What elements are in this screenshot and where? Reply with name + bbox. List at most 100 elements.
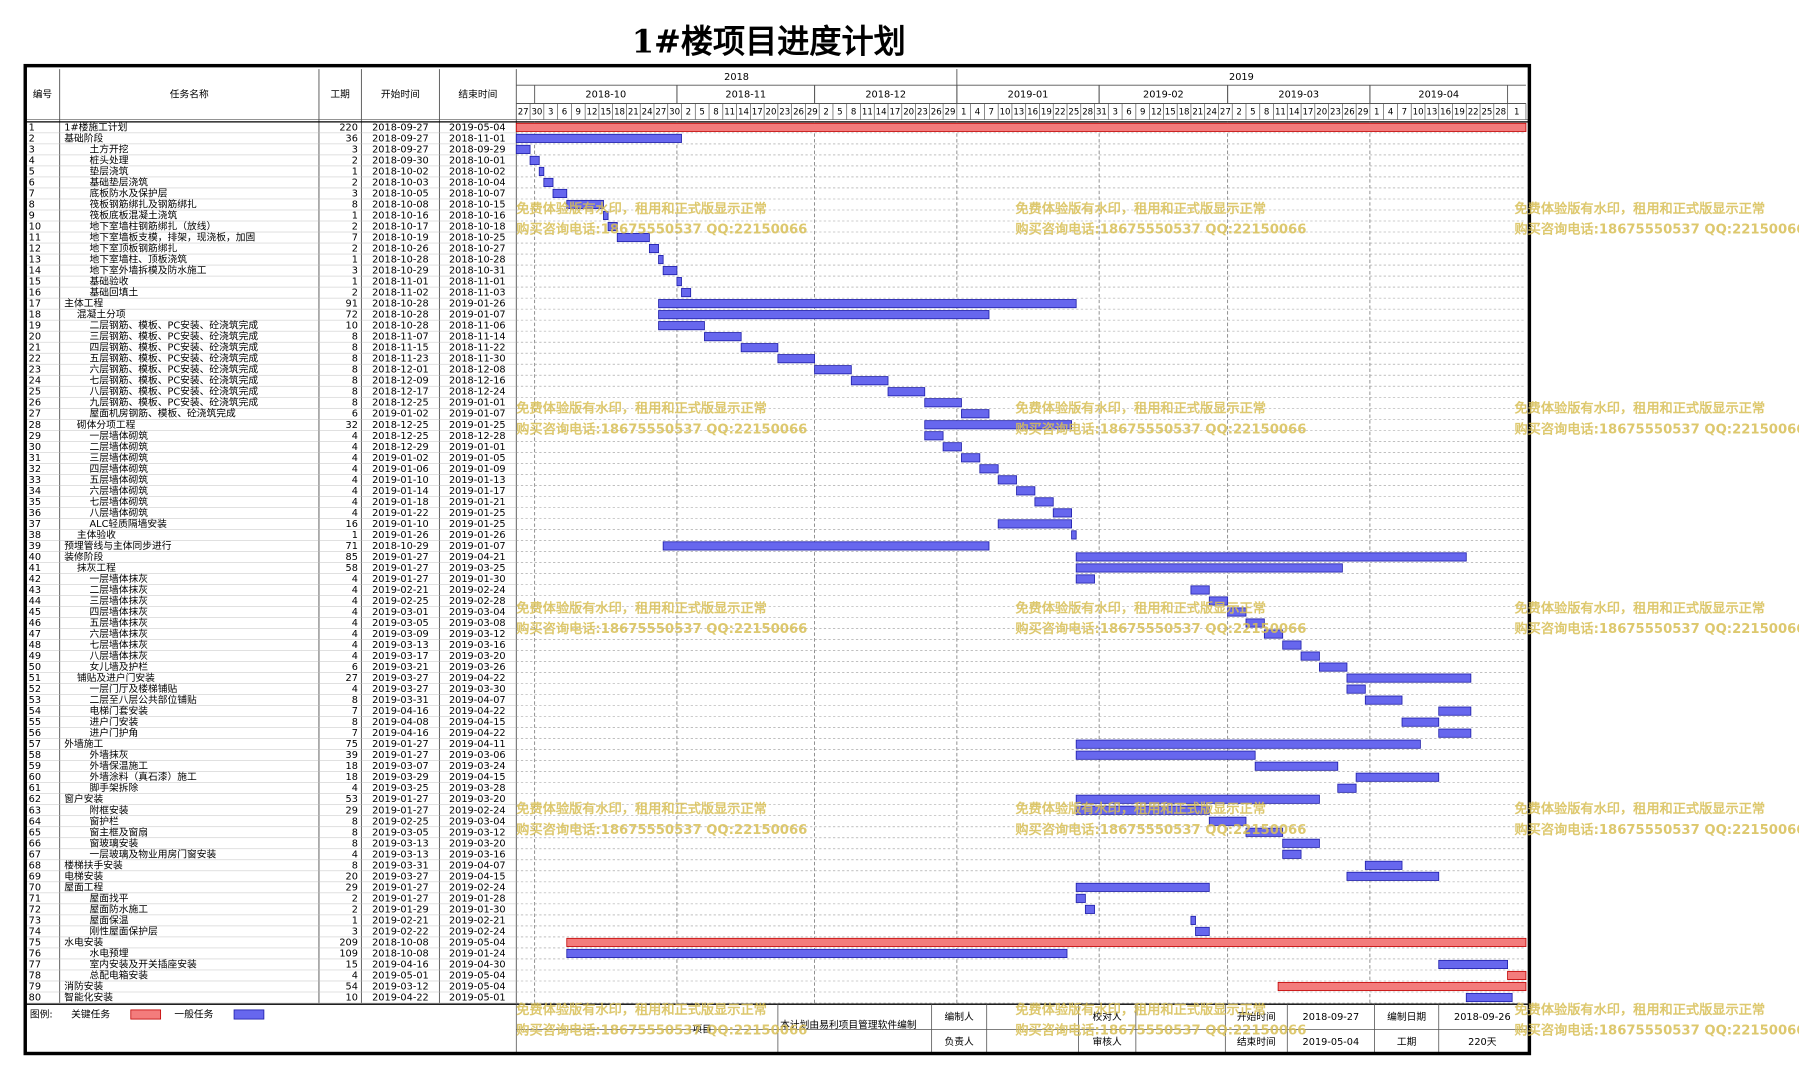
task-bar — [1282, 838, 1320, 848]
task-bar — [1034, 497, 1054, 507]
task-start: 2019-03-09 — [372, 629, 429, 640]
day-label: 19 — [1454, 108, 1465, 118]
task-end: 2019-01-07 — [449, 541, 506, 552]
task-end: 2019-03-25 — [449, 563, 506, 574]
task-id: 65 — [29, 827, 41, 838]
task-bar — [1438, 728, 1472, 738]
task-bar — [603, 210, 609, 221]
task-start: 2019-04-16 — [372, 706, 429, 717]
task-bar — [658, 310, 990, 320]
task-id: 66 — [29, 838, 41, 849]
task-bar — [1319, 662, 1348, 672]
task-duration: 18 — [346, 772, 358, 783]
task-id: 34 — [29, 486, 41, 497]
task-end: 2019-04-07 — [449, 695, 506, 706]
task-bar — [777, 354, 815, 364]
task-name: 八层钢筋、模板、PC安装、砼浇筑完成 — [89, 385, 258, 398]
task-duration: 4 — [352, 596, 358, 607]
task-duration: 4 — [352, 651, 358, 662]
task-end: 2019-03-20 — [449, 838, 506, 849]
watermark: 购买咨询电话:18675550537 QQ:22150066 — [516, 821, 807, 838]
day-label: 27 — [518, 108, 529, 118]
task-name: 一层玻璃及物业用房门窗安装 — [89, 847, 216, 860]
task-bar — [538, 166, 545, 176]
day-label: 9 — [576, 108, 581, 118]
day-label: 16 — [1440, 108, 1451, 118]
task-end: 2019-04-15 — [449, 717, 506, 728]
task-name: 总配电箱安装 — [89, 968, 148, 981]
day-label: 11 — [862, 108, 873, 118]
day-label: 21 — [1192, 108, 1203, 118]
day-label: 7 — [1402, 108, 1407, 118]
day-label: 15 — [1165, 108, 1176, 118]
task-start: 2019-01-02 — [372, 409, 429, 420]
day-label: 24 — [642, 108, 653, 118]
task-end: 2019-02-24 — [449, 805, 506, 816]
watermark: 购买咨询电话:18675550537 QQ:22150066 — [516, 221, 807, 238]
task-bar — [924, 398, 962, 408]
task-start: 2019-02-21 — [372, 585, 429, 596]
task-name: 七层墙体砌筑 — [89, 495, 148, 508]
task-bar — [529, 155, 540, 165]
task-duration: 4 — [352, 486, 358, 497]
task-start: 2019-01-14 — [372, 486, 429, 497]
task-duration: 8 — [352, 376, 358, 387]
task-name: 外墙抹灰 — [89, 748, 128, 761]
task-duration: 54 — [346, 981, 358, 992]
task-name: 四层墙体抹灰 — [89, 605, 148, 618]
day-label: 8 — [1264, 108, 1269, 118]
task-id: 56 — [29, 728, 41, 739]
column-header: 开始时间 — [381, 87, 420, 100]
task-id: 71 — [29, 893, 41, 904]
task-start: 2019-02-21 — [372, 915, 429, 926]
task-duration: 8 — [352, 816, 358, 827]
task-start: 2018-10-05 — [372, 188, 429, 199]
task-bar — [1245, 618, 1265, 628]
task-id: 42 — [29, 574, 41, 585]
column-header: 结束时间 — [458, 87, 497, 100]
task-bar — [1282, 849, 1302, 859]
task-duration: 8 — [352, 354, 358, 365]
task-name: 九层钢筋、模板、PC安装、砼浇筑完成 — [89, 396, 258, 409]
task-end: 2019-04-15 — [449, 772, 506, 783]
task-end: 2018-12-24 — [449, 387, 506, 398]
task-bar — [1282, 640, 1302, 650]
task-id: 6 — [29, 177, 35, 188]
task-start: 2019-03-05 — [372, 618, 429, 629]
task-bar — [924, 420, 1072, 430]
day-label: 23 — [779, 108, 790, 118]
day-label: 25 — [1481, 108, 1492, 118]
task-start: 2019-03-25 — [372, 783, 429, 794]
task-bar — [662, 266, 678, 276]
task-id: 27 — [29, 409, 41, 420]
task-start: 2019-03-27 — [372, 871, 429, 882]
task-id: 48 — [29, 640, 41, 651]
task-id: 60 — [29, 772, 41, 783]
task-bar — [1355, 772, 1440, 782]
task-start: 2019-04-08 — [372, 717, 429, 728]
task-start: 2019-01-18 — [372, 497, 429, 508]
task-start: 2018-11-07 — [372, 332, 429, 343]
task-id: 58 — [29, 750, 41, 761]
task-bar — [515, 144, 531, 154]
task-bar — [1075, 882, 1210, 892]
task-duration: 4 — [352, 442, 358, 453]
watermark: 免费体验版有水印，租用和正式版显示正常 — [516, 1001, 767, 1018]
task-start: 2018-10-28 — [372, 299, 429, 310]
task-duration: 4 — [352, 849, 358, 860]
critical-bar — [515, 122, 1527, 132]
day-label: 2 — [1236, 108, 1241, 118]
task-duration: 8 — [352, 199, 358, 210]
task-bar — [1438, 959, 1508, 969]
day-label: 1 — [961, 108, 966, 118]
task-id: 1 — [29, 122, 35, 133]
task-end: 2018-10-31 — [449, 266, 506, 277]
task-start: 2019-01-27 — [372, 739, 429, 750]
task-id: 76 — [29, 948, 41, 959]
task-end: 2018-11-22 — [449, 343, 506, 354]
year-label: 2019 — [1229, 72, 1254, 83]
day-label: 26 — [931, 108, 942, 118]
task-id: 15 — [29, 277, 41, 288]
task-start: 2019-02-25 — [372, 816, 429, 827]
